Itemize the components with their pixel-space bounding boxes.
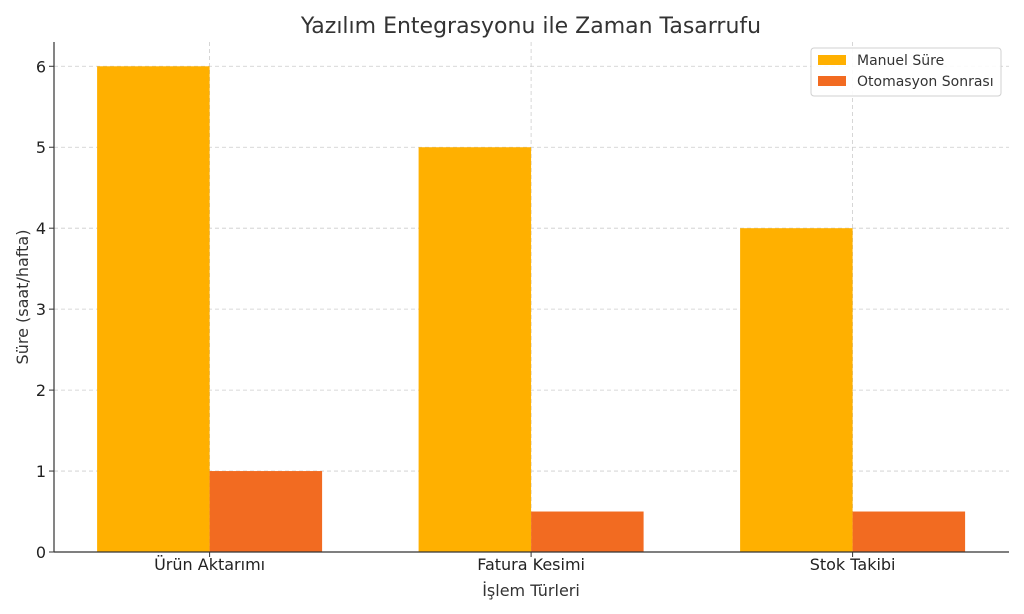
bar-manual-0 [97,66,210,553]
x-axis-label: İşlem Türleri [482,581,580,600]
legend-frame [810,47,1002,97]
chart-title: Yazılım Entegrasyonu ile Zaman Tasarrufu [300,14,761,39]
y-tick-label: 0 [36,543,46,562]
x-ticks: Ürün Aktarımı Fatura Kesimi Stok Takibi [154,552,896,574]
legend-swatch-1 [818,76,846,86]
bar-automation-0 [209,471,323,552]
bar-manual-2 [740,228,853,552]
y-tick-label: 1 [36,462,46,481]
legend-label-1: Otomasyon Sonrası [857,74,994,90]
bar-automation-1 [531,511,644,552]
y-tick-label: 2 [36,381,46,400]
y-tick-label: 5 [36,138,46,157]
legend-label-0: Manuel Süre [857,53,944,69]
bar-automation-2 [852,511,966,552]
y-ticks: 0 1 2 3 4 5 6 [36,57,54,562]
x-tick-label: Ürün Aktarımı [154,555,265,574]
legend-swatch-0 [818,55,846,65]
x-tick-label: Fatura Kesimi [477,555,585,574]
y-tick-label: 6 [36,57,46,76]
y-axis-label: Süre (saat/hafta) [13,230,32,365]
x-tick-label: Stok Takibi [810,555,896,574]
bars [97,66,966,553]
bar-manual-1 [418,147,532,552]
y-tick-label: 4 [36,219,46,238]
legend: Manuel Süre Otomasyon Sonrası [810,47,1002,97]
y-tick-label: 3 [36,300,46,319]
